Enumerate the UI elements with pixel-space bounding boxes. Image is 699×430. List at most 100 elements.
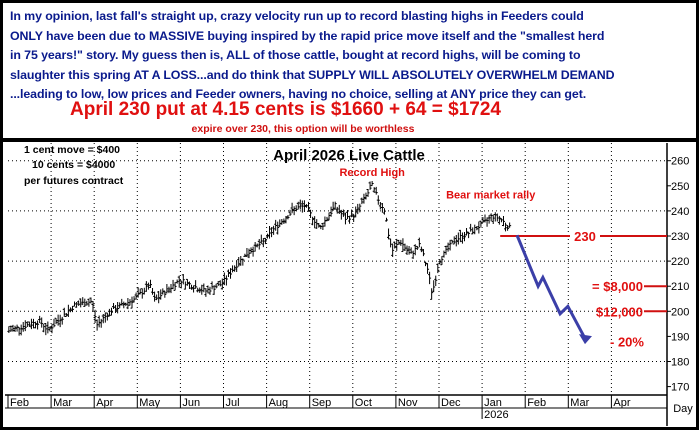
ohlc-bar bbox=[261, 238, 265, 248]
commentary-text: In my opinion, last fall's straight up, … bbox=[10, 7, 695, 105]
ohlc-bar bbox=[34, 321, 38, 329]
contract-note: 1 cent move = $400 bbox=[24, 144, 120, 156]
ohlc-bar bbox=[136, 287, 140, 298]
ohlc-bar bbox=[352, 213, 356, 223]
ohlc-bar bbox=[21, 321, 25, 332]
ohlc-bar bbox=[504, 222, 508, 232]
x-tick-label: Dec bbox=[441, 397, 461, 409]
ohlc-bar bbox=[387, 228, 391, 240]
ohlc-bar bbox=[436, 263, 440, 274]
x-tick-label: Jul bbox=[226, 397, 240, 409]
level-label: = $8,000 bbox=[592, 279, 643, 294]
ohlc-bar bbox=[415, 245, 419, 250]
ohlc-bar bbox=[202, 283, 206, 293]
ohlc-bar bbox=[138, 288, 142, 295]
ohlc-bar bbox=[401, 238, 405, 252]
y-tick-label: 250 bbox=[671, 181, 689, 193]
ohlc-bar bbox=[276, 221, 280, 235]
ohlc-bar bbox=[263, 237, 267, 245]
commentary-line: ...leading to low, low prices and Feeder… bbox=[10, 87, 587, 102]
ohlc-bar bbox=[157, 291, 161, 304]
ohlc-bar bbox=[491, 214, 495, 225]
ohlc-bar bbox=[89, 297, 93, 304]
ohlc-bar bbox=[304, 204, 308, 208]
ohlc-bar bbox=[60, 316, 64, 325]
ohlc-bar bbox=[218, 280, 222, 287]
ohlc-bar bbox=[397, 239, 401, 245]
ohlc-bar bbox=[450, 239, 454, 244]
ohlc-bar bbox=[235, 260, 239, 272]
ohlc-bar bbox=[237, 256, 241, 267]
ohlc-bar bbox=[101, 313, 105, 324]
ohlc-bar bbox=[58, 314, 62, 328]
ohlc-bar bbox=[181, 274, 185, 285]
ohlc-bar bbox=[343, 212, 347, 225]
ohlc-bar bbox=[48, 326, 52, 332]
ohlc-bar bbox=[356, 203, 360, 215]
ohlc-bar bbox=[364, 192, 368, 200]
ohlc-bar bbox=[130, 296, 134, 309]
ohlc-bar bbox=[62, 307, 66, 317]
ohlc-bar bbox=[508, 222, 512, 228]
ohlc-bar bbox=[428, 271, 432, 285]
x-tick-label: Aug bbox=[269, 397, 289, 409]
y-tick-label: 170 bbox=[671, 382, 689, 394]
x-tick-label: May bbox=[139, 397, 160, 409]
ohlc-bar bbox=[296, 201, 300, 210]
ohlc-bar bbox=[282, 218, 286, 225]
ohlc-bar bbox=[146, 282, 150, 290]
ohlc-bar bbox=[73, 301, 77, 307]
ohlc-bar bbox=[413, 244, 417, 256]
ohlc-bar bbox=[116, 301, 120, 314]
ohlc-bar bbox=[161, 288, 165, 295]
ohlc-bar bbox=[196, 287, 200, 293]
ohlc-bar bbox=[245, 248, 249, 257]
ohlc-bar bbox=[179, 280, 183, 289]
ohlc-bar bbox=[105, 312, 109, 321]
ohlc-bar bbox=[253, 242, 257, 252]
ohlc-bar bbox=[81, 297, 85, 306]
ohlc-bar bbox=[444, 245, 448, 255]
ohlc-bar bbox=[438, 259, 442, 265]
ohlc-bar bbox=[265, 233, 269, 239]
x-tick-label: Apr bbox=[613, 397, 630, 409]
ohlc-bar bbox=[268, 226, 272, 239]
commentary-panel: In my opinion, last fall's straight up, … bbox=[3, 3, 696, 142]
projection-arrow bbox=[515, 234, 588, 341]
ohlc-bar bbox=[382, 208, 386, 215]
ohlc-bar bbox=[469, 223, 473, 232]
ohlc-bar bbox=[247, 248, 251, 259]
commentary-line: in 75 years!" story. My guess then is, A… bbox=[10, 48, 581, 63]
ohlc-bar bbox=[144, 281, 148, 292]
level-label: $12,000 bbox=[596, 304, 643, 319]
ohlc-bar bbox=[430, 288, 434, 300]
ohlc-bar bbox=[75, 302, 79, 308]
ohlc-bar bbox=[403, 243, 407, 251]
ohlc-bar bbox=[229, 268, 233, 279]
y-tick-label: 180 bbox=[671, 357, 689, 369]
ohlc-bar bbox=[307, 201, 311, 212]
x-tick-label: Sep bbox=[312, 397, 332, 409]
ohlc-bar bbox=[36, 320, 40, 330]
level-label-bg bbox=[570, 229, 600, 242]
ohlc-bar bbox=[173, 282, 177, 291]
ohlc-bar bbox=[426, 263, 430, 274]
ohlc-bar bbox=[434, 275, 438, 287]
ohlc-bar bbox=[354, 206, 358, 218]
ohlc-bar bbox=[374, 186, 378, 195]
ohlc-bar bbox=[501, 216, 505, 227]
ohlc-bar bbox=[212, 285, 216, 295]
ohlc-bar bbox=[376, 195, 380, 205]
ohlc-bar bbox=[103, 312, 107, 323]
ohlc-bar bbox=[122, 301, 126, 309]
ohlc-bar bbox=[341, 209, 345, 217]
ohlc-bar bbox=[280, 219, 284, 225]
ohlc-bar bbox=[206, 285, 210, 294]
ohlc-bar bbox=[167, 286, 171, 294]
ohlc-bar bbox=[460, 232, 464, 244]
ohlc-bar bbox=[134, 292, 138, 300]
ohlc-bar bbox=[311, 216, 315, 226]
x-tick-label: Apr bbox=[96, 397, 113, 409]
